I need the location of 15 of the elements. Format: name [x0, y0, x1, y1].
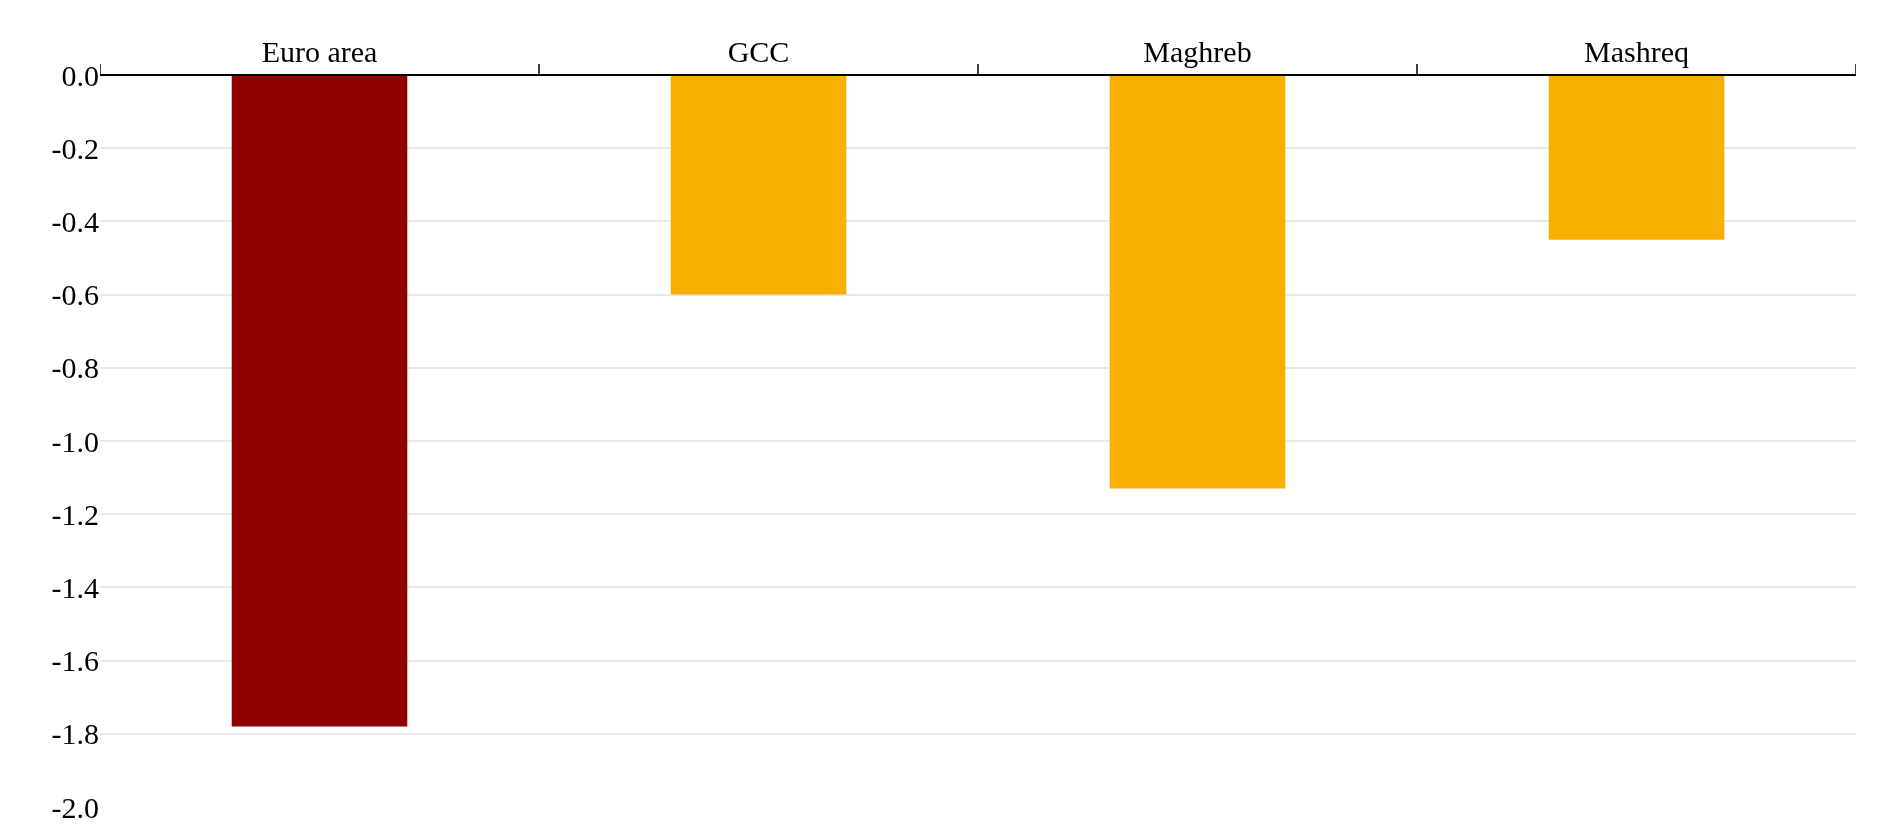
x-tick-label: GCC [727, 35, 790, 68]
y-tick-label: -0.8 [51, 351, 99, 385]
y-tick-label: -1.2 [51, 497, 99, 531]
y-tick-label: -1.0 [51, 424, 99, 458]
y-tick-label: -2.0 [51, 790, 99, 824]
x-tick-label: Maghreb [1143, 35, 1252, 68]
y-tick-label: -0.2 [51, 131, 99, 165]
y-tick-label: -0.6 [51, 278, 99, 312]
y-tick-label: -0.4 [51, 204, 99, 238]
x-tick-label: Euro area [261, 35, 378, 68]
y-tick-label: -1.4 [51, 570, 99, 604]
y-tick-label: -1.8 [51, 717, 99, 751]
y-tick-label: 0.0 [61, 58, 99, 92]
x-tick-label: Mashreq [1584, 35, 1689, 68]
y-tick-label: -1.6 [51, 644, 99, 678]
